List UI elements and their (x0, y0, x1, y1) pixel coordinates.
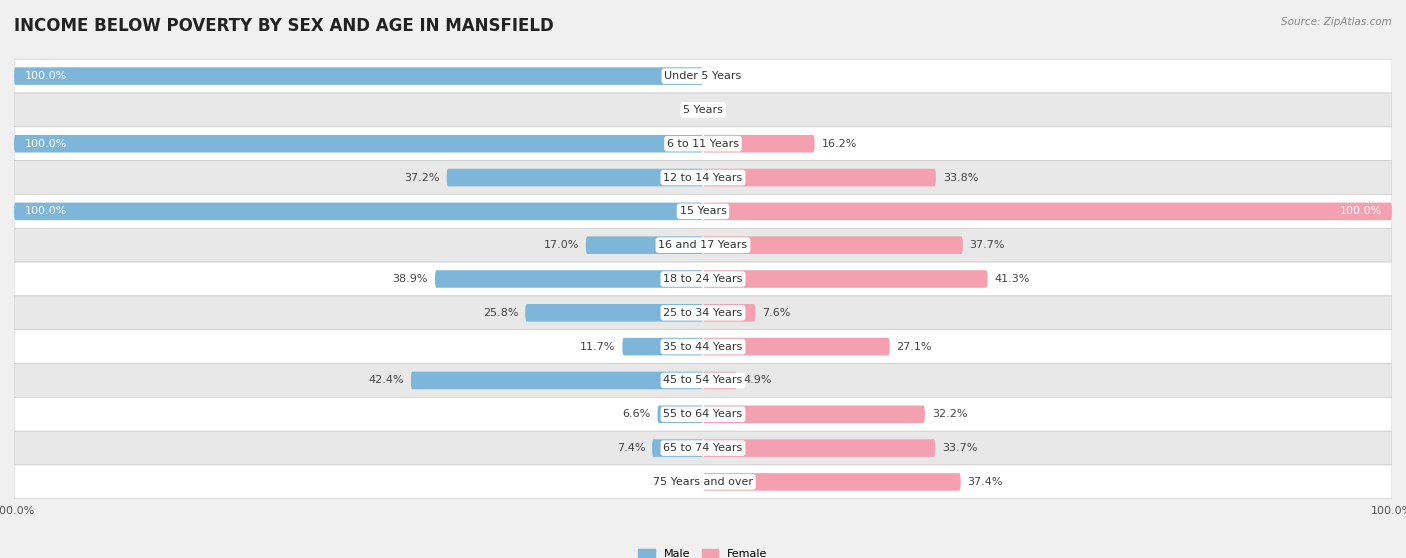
Text: 27.1%: 27.1% (897, 341, 932, 352)
Text: 41.3%: 41.3% (994, 274, 1029, 284)
FancyBboxPatch shape (14, 465, 1392, 499)
Text: 37.4%: 37.4% (967, 477, 1002, 487)
FancyBboxPatch shape (14, 68, 703, 85)
Legend: Male, Female: Male, Female (634, 544, 772, 558)
FancyBboxPatch shape (14, 93, 1392, 127)
Text: 7.6%: 7.6% (762, 308, 790, 318)
Text: 12 to 14 Years: 12 to 14 Years (664, 172, 742, 182)
Text: 17.0%: 17.0% (544, 240, 579, 250)
Text: 11.7%: 11.7% (581, 341, 616, 352)
Text: 45 to 54 Years: 45 to 54 Years (664, 376, 742, 386)
FancyBboxPatch shape (434, 270, 703, 288)
Text: 37.7%: 37.7% (970, 240, 1005, 250)
FancyBboxPatch shape (703, 135, 814, 152)
Text: 35 to 44 Years: 35 to 44 Years (664, 341, 742, 352)
FancyBboxPatch shape (703, 406, 925, 423)
Text: 15 Years: 15 Years (679, 206, 727, 217)
Text: 25 to 34 Years: 25 to 34 Years (664, 308, 742, 318)
Text: 4.9%: 4.9% (744, 376, 772, 386)
FancyBboxPatch shape (703, 237, 963, 254)
Text: 33.8%: 33.8% (943, 172, 979, 182)
FancyBboxPatch shape (703, 169, 936, 186)
Text: 55 to 64 Years: 55 to 64 Years (664, 409, 742, 419)
FancyBboxPatch shape (703, 338, 890, 355)
FancyBboxPatch shape (703, 270, 987, 288)
Text: 6.6%: 6.6% (623, 409, 651, 419)
FancyBboxPatch shape (411, 372, 703, 389)
FancyBboxPatch shape (586, 237, 703, 254)
Text: 7.4%: 7.4% (617, 443, 645, 453)
FancyBboxPatch shape (14, 161, 1392, 194)
FancyBboxPatch shape (14, 397, 1392, 431)
Text: 100.0%: 100.0% (24, 206, 66, 217)
Text: 42.4%: 42.4% (368, 376, 404, 386)
Text: Under 5 Years: Under 5 Years (665, 71, 741, 81)
Text: 37.2%: 37.2% (405, 172, 440, 182)
FancyBboxPatch shape (14, 203, 703, 220)
Text: 38.9%: 38.9% (392, 274, 427, 284)
Text: 25.8%: 25.8% (482, 308, 519, 318)
Text: 32.2%: 32.2% (932, 409, 967, 419)
FancyBboxPatch shape (703, 372, 737, 389)
Text: 100.0%: 100.0% (24, 71, 66, 81)
FancyBboxPatch shape (447, 169, 703, 186)
FancyBboxPatch shape (703, 304, 755, 321)
FancyBboxPatch shape (14, 228, 1392, 262)
FancyBboxPatch shape (14, 330, 1392, 364)
FancyBboxPatch shape (14, 194, 1392, 228)
Text: 16 and 17 Years: 16 and 17 Years (658, 240, 748, 250)
FancyBboxPatch shape (526, 304, 703, 321)
Text: 16.2%: 16.2% (821, 139, 856, 149)
Text: 75 Years and over: 75 Years and over (652, 477, 754, 487)
FancyBboxPatch shape (14, 296, 1392, 330)
FancyBboxPatch shape (14, 59, 1392, 93)
Text: 33.7%: 33.7% (942, 443, 977, 453)
FancyBboxPatch shape (703, 439, 935, 457)
FancyBboxPatch shape (623, 338, 703, 355)
FancyBboxPatch shape (14, 364, 1392, 397)
FancyBboxPatch shape (14, 262, 1392, 296)
Text: 65 to 74 Years: 65 to 74 Years (664, 443, 742, 453)
FancyBboxPatch shape (14, 127, 1392, 161)
FancyBboxPatch shape (652, 439, 703, 457)
FancyBboxPatch shape (14, 135, 703, 152)
Text: 18 to 24 Years: 18 to 24 Years (664, 274, 742, 284)
FancyBboxPatch shape (703, 203, 1392, 220)
Text: INCOME BELOW POVERTY BY SEX AND AGE IN MANSFIELD: INCOME BELOW POVERTY BY SEX AND AGE IN M… (14, 17, 554, 35)
FancyBboxPatch shape (703, 473, 960, 490)
Text: 6 to 11 Years: 6 to 11 Years (666, 139, 740, 149)
FancyBboxPatch shape (658, 406, 703, 423)
Text: 5 Years: 5 Years (683, 105, 723, 115)
FancyBboxPatch shape (14, 431, 1392, 465)
Text: 100.0%: 100.0% (1340, 206, 1382, 217)
Text: Source: ZipAtlas.com: Source: ZipAtlas.com (1281, 17, 1392, 27)
Text: 100.0%: 100.0% (24, 139, 66, 149)
